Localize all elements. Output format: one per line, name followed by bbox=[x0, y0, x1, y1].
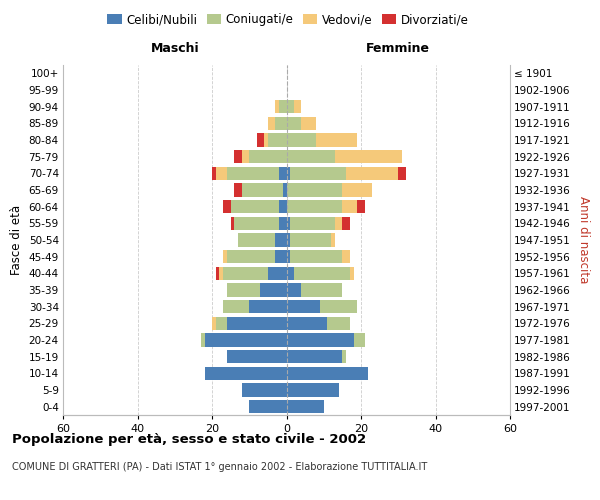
Text: Popolazione per età, sesso e stato civile - 2002: Popolazione per età, sesso e stato civil… bbox=[12, 432, 366, 446]
Bar bbox=[275, 100, 279, 114]
Bar bbox=[227, 350, 287, 364]
Bar bbox=[287, 100, 294, 114]
Bar bbox=[320, 300, 357, 314]
Bar bbox=[249, 150, 287, 164]
Bar bbox=[287, 250, 290, 264]
Bar bbox=[287, 350, 343, 364]
Bar bbox=[279, 216, 287, 230]
Bar bbox=[268, 134, 287, 146]
Bar bbox=[249, 300, 287, 314]
Bar bbox=[294, 266, 350, 280]
Bar bbox=[223, 200, 230, 213]
Bar bbox=[242, 184, 283, 196]
Bar bbox=[335, 150, 402, 164]
Bar bbox=[275, 250, 287, 264]
Bar bbox=[227, 284, 260, 296]
Bar bbox=[316, 134, 357, 146]
Bar bbox=[343, 184, 372, 196]
Bar bbox=[230, 200, 279, 213]
Bar bbox=[205, 334, 287, 346]
Bar bbox=[357, 200, 365, 213]
Bar bbox=[223, 300, 249, 314]
Bar bbox=[275, 234, 287, 246]
Bar bbox=[201, 334, 205, 346]
Bar bbox=[257, 134, 264, 146]
Bar bbox=[264, 134, 268, 146]
Text: COMUNE DI GRATTERI (PA) - Dati ISTAT 1° gennaio 2002 - Elaborazione TUTTITALIA.I: COMUNE DI GRATTERI (PA) - Dati ISTAT 1° … bbox=[12, 462, 427, 472]
Bar bbox=[290, 216, 335, 230]
Bar bbox=[287, 366, 368, 380]
Bar bbox=[279, 100, 287, 114]
Bar bbox=[268, 266, 287, 280]
Bar bbox=[301, 284, 343, 296]
Bar bbox=[287, 400, 324, 413]
Bar bbox=[235, 216, 279, 230]
Bar bbox=[287, 200, 343, 213]
Bar bbox=[287, 316, 328, 330]
Bar bbox=[290, 234, 331, 246]
Bar bbox=[287, 266, 294, 280]
Bar bbox=[335, 216, 343, 230]
Bar bbox=[223, 250, 227, 264]
Bar bbox=[287, 334, 353, 346]
Bar bbox=[268, 116, 275, 130]
Bar bbox=[287, 216, 290, 230]
Bar bbox=[287, 166, 290, 180]
Bar bbox=[287, 300, 320, 314]
Bar bbox=[260, 284, 287, 296]
Bar bbox=[301, 116, 316, 130]
Bar bbox=[398, 166, 406, 180]
Bar bbox=[227, 316, 287, 330]
Bar bbox=[287, 116, 301, 130]
Bar bbox=[346, 166, 398, 180]
Bar bbox=[238, 234, 275, 246]
Bar bbox=[230, 216, 235, 230]
Bar bbox=[343, 216, 350, 230]
Bar bbox=[350, 266, 353, 280]
Bar bbox=[353, 334, 365, 346]
Bar bbox=[331, 234, 335, 246]
Bar bbox=[279, 166, 287, 180]
Bar bbox=[287, 284, 301, 296]
Bar bbox=[205, 366, 287, 380]
Bar bbox=[287, 184, 343, 196]
Bar bbox=[287, 234, 290, 246]
Bar bbox=[294, 100, 301, 114]
Bar bbox=[343, 200, 357, 213]
Bar bbox=[227, 166, 279, 180]
Bar bbox=[242, 150, 249, 164]
Bar bbox=[287, 150, 335, 164]
Bar bbox=[212, 316, 216, 330]
Bar bbox=[235, 150, 242, 164]
Bar bbox=[216, 316, 227, 330]
Bar bbox=[290, 166, 346, 180]
Bar bbox=[283, 184, 287, 196]
Bar bbox=[249, 400, 287, 413]
Bar bbox=[287, 384, 338, 396]
Bar bbox=[343, 350, 346, 364]
Bar bbox=[287, 134, 316, 146]
Bar bbox=[343, 250, 350, 264]
Bar bbox=[223, 266, 268, 280]
Bar bbox=[220, 266, 223, 280]
Y-axis label: Fasce di età: Fasce di età bbox=[10, 205, 23, 275]
Bar bbox=[212, 166, 216, 180]
Bar bbox=[279, 200, 287, 213]
Bar bbox=[227, 250, 275, 264]
Bar bbox=[290, 250, 343, 264]
Legend: Celibi/Nubili, Coniugati/e, Vedovi/e, Divorziati/e: Celibi/Nubili, Coniugati/e, Vedovi/e, Di… bbox=[103, 8, 473, 31]
Y-axis label: Anni di nascita: Anni di nascita bbox=[577, 196, 590, 284]
Bar bbox=[275, 116, 287, 130]
Bar bbox=[216, 166, 227, 180]
Text: Maschi: Maschi bbox=[151, 42, 199, 55]
Bar bbox=[216, 266, 220, 280]
Text: Femmine: Femmine bbox=[366, 42, 430, 55]
Bar bbox=[242, 384, 287, 396]
Bar bbox=[328, 316, 350, 330]
Bar bbox=[235, 184, 242, 196]
